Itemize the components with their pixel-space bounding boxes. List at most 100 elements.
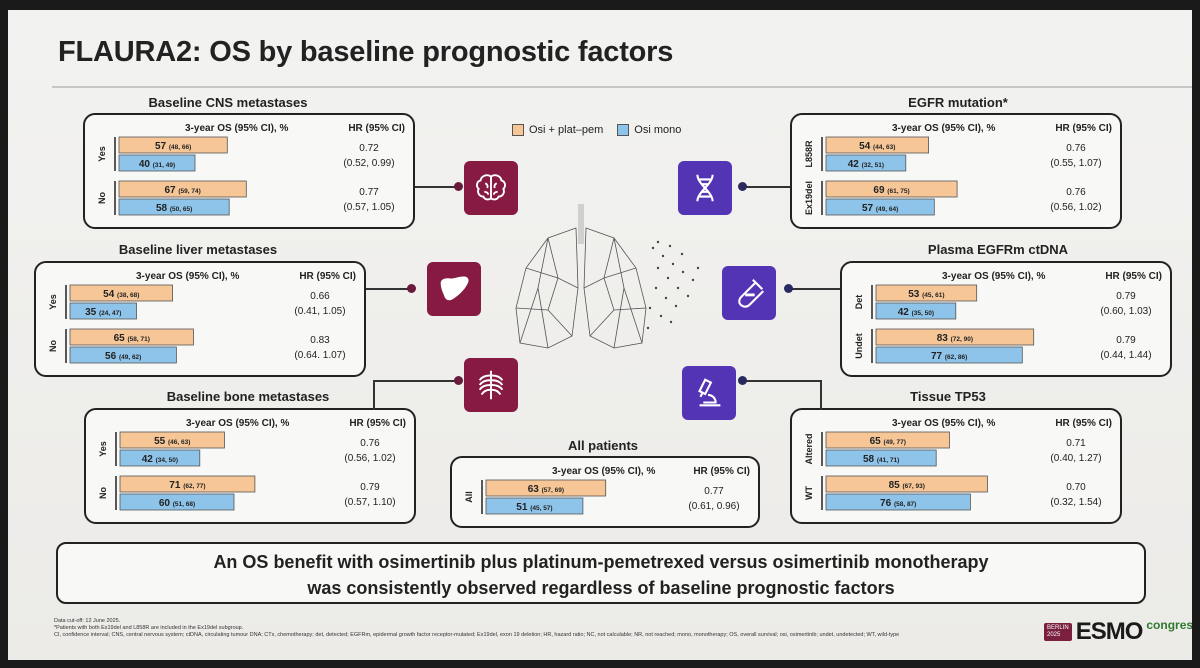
esmo-logo: BERLIN 2025 ESMO congress (1044, 618, 1192, 646)
row-label: Yes (48, 294, 58, 310)
bar-osi-plat (485, 479, 607, 497)
col-header-os: 3-year OS (95% CI), % (136, 271, 239, 282)
bar-osi-mono (69, 302, 137, 320)
bar-osi-mono (118, 154, 196, 172)
col-header-hr: HR (95% CI) (693, 466, 750, 477)
col-header-hr: HR (95% CI) (299, 271, 356, 282)
connector-ctdna (788, 288, 840, 290)
liver-icon (427, 262, 481, 316)
bar-value-label: 63 (57, 69) (528, 484, 564, 495)
bar-value-label: 40 (31, 49) (139, 159, 175, 170)
hr-ci: (0.40, 1.27) (1050, 453, 1101, 464)
lung-right (583, 227, 647, 349)
hr-value: 0.76 (1066, 143, 1086, 154)
footnotes: Data cut-off: 12 June 2025. *Patients wi… (54, 618, 1054, 639)
row-label: Det (854, 295, 864, 310)
connector-dot-liver (407, 284, 416, 293)
slide-title: FLAURA2: OS by baseline prognostic facto… (58, 36, 674, 68)
hr-ci: (0.60, 1.03) (1100, 306, 1151, 317)
bar-value-label: 58 (50, 65) (156, 203, 192, 214)
ribcage-icon (464, 358, 518, 412)
footnote-line-1: Data cut-off: 12 June 2025. (54, 618, 121, 624)
row-label: WT (804, 486, 814, 500)
row-label: No (48, 340, 58, 352)
panel-all: 3-year OS (95% CI), % HR (95% CI) All 63 (5… (450, 456, 760, 528)
bar-value-label: 42 (32, 51) (848, 159, 884, 170)
connector-egfr (742, 186, 790, 188)
panel-bone: 3-year OS (95% CI), % HR (95% CI) Yes 55 (4… (84, 408, 416, 524)
legend-label-osi-plat: Osi + plat–pem (529, 124, 604, 136)
bar-osi-mono (875, 346, 1023, 364)
dispersion-dots (646, 240, 700, 330)
panel-title-all: All patients (567, 438, 639, 453)
bar-value-label: 54 (44, 63) (859, 141, 895, 152)
hr-ci: (0.57, 1.10) (344, 497, 395, 508)
conclusion-line-2: was consistently observed regardless of … (307, 578, 895, 598)
panel-egfr: 3-year OS (95% CI), % HR (95% CI) L858R 54 … (790, 113, 1122, 229)
bar-value-label: 60 (51, 68) (159, 498, 195, 509)
test-tube-icon (722, 266, 776, 320)
panel-title-ctdna: Plasma EGFRm ctDNA (927, 242, 1069, 257)
legend-item-osi-plat: Osi + plat–pem (512, 124, 603, 136)
hr-value: 0.76 (360, 438, 380, 449)
hr-value: 0.72 (359, 143, 379, 154)
connector-bone-h (373, 380, 458, 382)
lungs-icon (515, 204, 700, 349)
bar-value-label: 53 (45, 61) (908, 289, 944, 300)
connector-tp53-h (742, 380, 822, 382)
hr-ci: (0.55, 1.07) (1050, 158, 1101, 169)
bar-osi-mono (825, 154, 907, 172)
bar-value-label: 42 (35, 50) (898, 307, 934, 318)
col-header-os: 3-year OS (95% CI), % (186, 418, 289, 429)
row-label: L858R (804, 140, 814, 168)
row-label: No (98, 487, 108, 499)
bar-value-label: 85 (67, 93) (889, 480, 925, 491)
hr-value: 0.83 (310, 335, 330, 346)
bar-osi-plat (119, 431, 225, 449)
conclusion-line-1: An OS benefit with osimertinib plus plat… (213, 552, 989, 572)
hr-value: 0.77 (704, 486, 724, 497)
esmo-badge: BERLIN 2025 (1044, 623, 1072, 641)
hr-value: 0.66 (310, 291, 330, 302)
bar-value-label: 56 (49, 62) (105, 351, 141, 362)
bar-osi-plat (825, 475, 988, 493)
footnote-line-2: *Patients with both Ex19del and L858R ar… (54, 625, 244, 631)
bar-osi-plat (119, 475, 256, 493)
row-label: Altered (804, 433, 814, 464)
hr-ci: (0.57, 1.05) (343, 202, 394, 213)
bar-value-label: 54 (38, 68) (103, 289, 139, 300)
hr-value: 0.76 (1066, 187, 1086, 198)
legend: Osi + plat–pem Osi mono (512, 124, 681, 136)
row-label: Yes (98, 441, 108, 457)
col-header-hr: HR (95% CI) (1055, 123, 1112, 134)
bar-osi-mono (485, 497, 584, 515)
panel-cns: 3-year OS (95% CI), % HR (95% CI) Yes 57 (4… (83, 113, 415, 229)
lung-left (515, 227, 579, 349)
row-label: Ex19del (804, 181, 814, 215)
hr-value: 0.79 (360, 482, 380, 493)
brain-icon (464, 161, 518, 215)
col-header-hr: HR (95% CI) (1105, 271, 1162, 282)
hr-ci: (0.56, 1.02) (1050, 202, 1101, 213)
bar-value-label: 67 (59, 74) (164, 185, 200, 196)
col-header-os: 3-year OS (95% CI), % (892, 418, 995, 429)
hr-value: 0.79 (1116, 335, 1136, 346)
bar-osi-plat (69, 328, 194, 346)
bar-osi-plat (875, 284, 978, 302)
footnote-line-3: CI, confidence interval; CNS, central ne… (54, 632, 900, 638)
trachea (578, 204, 584, 244)
bar-value-label: 65 (58, 71) (114, 333, 150, 344)
panel-liver: 3-year OS (95% CI), % HR (95% CI) Yes 54 (3… (34, 261, 366, 377)
col-header-os: 3-year OS (95% CI), % (185, 123, 288, 134)
connector-dot-ctdna (784, 284, 793, 293)
bar-value-label: 58 (41, 71) (863, 454, 899, 465)
connector-bone-v (373, 380, 375, 410)
bar-osi-plat (825, 431, 950, 449)
row-label: All (464, 491, 474, 503)
dna-icon (678, 161, 732, 215)
bar-osi-mono (119, 449, 201, 467)
bar-value-label: 35 (24, 47) (85, 307, 121, 318)
connector-dot-cns (454, 182, 463, 191)
bar-osi-mono (825, 198, 935, 216)
bar-osi-mono (118, 198, 230, 216)
